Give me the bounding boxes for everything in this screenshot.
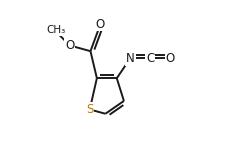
Text: O: O bbox=[165, 52, 175, 65]
Text: O: O bbox=[96, 18, 105, 31]
Text: C: C bbox=[146, 52, 154, 65]
Text: S: S bbox=[86, 103, 94, 116]
Text: CH₃: CH₃ bbox=[46, 25, 65, 35]
Text: O: O bbox=[65, 39, 74, 52]
Text: N: N bbox=[126, 52, 135, 65]
